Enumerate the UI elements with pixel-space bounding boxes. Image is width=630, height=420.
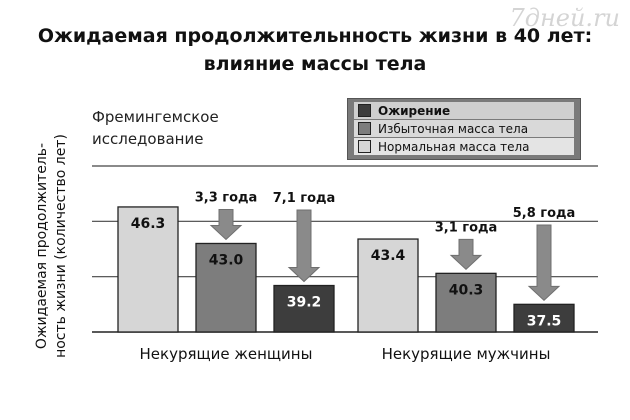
legend-item-obesity: Ожирение xyxy=(354,102,574,119)
legend-label-overweight: Избыточная масса тела xyxy=(378,121,529,136)
chart-title-line-1: Ожидаемая продолжительнность жизни в 40 … xyxy=(37,25,593,47)
bar-obesity-0 xyxy=(273,284,335,333)
bar-overweight-0 xyxy=(195,242,257,333)
legend-swatch-obesity xyxy=(358,104,371,117)
bar-value-label-normal-0: 46.3 xyxy=(131,216,166,232)
category-label-1: Некурящие мужчины xyxy=(382,345,551,363)
legend-item-normal: Нормальная масса тела xyxy=(354,138,574,155)
legend-item-overweight: Избыточная масса тела xyxy=(354,120,574,137)
difference-label-2: 3,1 года xyxy=(435,220,498,235)
y-axis-label-line-2: ность жизни (количество лет) xyxy=(53,134,69,358)
bar-obesity-1 xyxy=(513,303,575,333)
difference-label-1: 7,1 года xyxy=(273,191,336,206)
bar-overweight-1 xyxy=(435,272,497,333)
y-axis-label: Ожидаемая продолжитель-ность жизни (коли… xyxy=(34,134,69,358)
difference-arrow-2 xyxy=(449,238,483,271)
study-note: Фремингемское исследование xyxy=(92,106,219,150)
study-note-line-2: исследование xyxy=(92,130,204,148)
study-note-line-1: Фремингемское xyxy=(92,108,219,126)
y-axis-label-line-1: Ожидаемая продолжитель- xyxy=(34,143,50,349)
bar-value-label-obesity-1: 37.5 xyxy=(527,313,562,329)
legend-label-normal: Нормальная масса тела xyxy=(378,139,530,154)
chart-legend: Ожирение Избыточная масса тела Нормальна… xyxy=(347,98,581,160)
legend-swatch-normal xyxy=(358,140,371,153)
watermark: 7дней.ru xyxy=(509,4,620,32)
category-label-0: Некурящие женщины xyxy=(140,345,313,363)
chart-title-line-2: влияние массы тела xyxy=(203,53,427,75)
legend-label-obesity: Ожирение xyxy=(378,103,451,118)
difference-arrow-0 xyxy=(209,208,243,241)
difference-label-0: 3,3 года xyxy=(195,190,258,205)
difference-arrow-1 xyxy=(287,209,321,283)
bar-value-label-overweight-1: 40.3 xyxy=(449,282,484,298)
difference-label-3: 5,8 года xyxy=(513,206,576,221)
bar-value-label-normal-1: 43.4 xyxy=(371,248,406,264)
bar-normal-0 xyxy=(117,206,179,333)
difference-arrow-3 xyxy=(527,224,561,302)
bar-value-label-obesity-0: 39.2 xyxy=(287,295,322,311)
legend-swatch-overweight xyxy=(358,122,371,135)
bar-normal-1 xyxy=(357,238,419,333)
bar-value-label-overweight-0: 43.0 xyxy=(209,252,244,268)
